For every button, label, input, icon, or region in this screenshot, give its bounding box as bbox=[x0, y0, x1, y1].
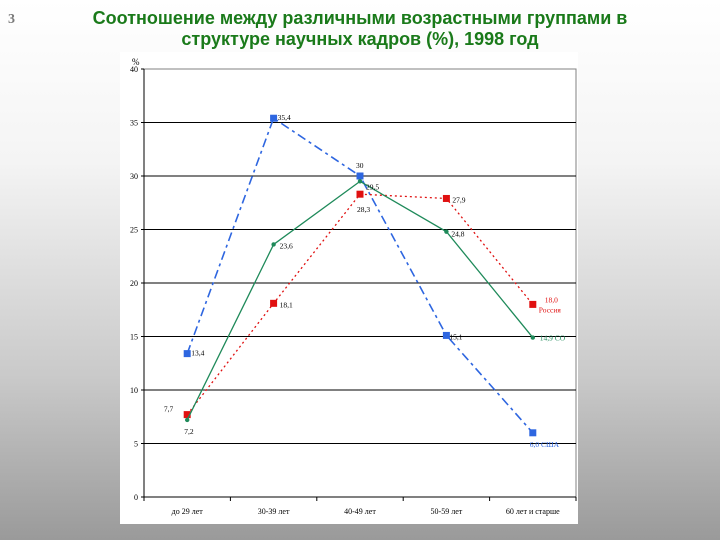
data-point bbox=[357, 179, 363, 184]
data-labels: 13,4 35,4 30 15,1 6,0 США 7,7 18,1 28,3 27,9 18,0… bbox=[164, 113, 566, 449]
data-label-line2: Россия bbox=[539, 305, 562, 314]
x-tick-label: 60 лет и старше bbox=[506, 507, 560, 516]
data-label: 15,1 bbox=[449, 332, 462, 341]
data-label: 27,9 bbox=[452, 195, 465, 204]
data-label: 23,6 bbox=[280, 241, 293, 250]
x-tick-label: 40-49 лет bbox=[344, 507, 376, 516]
data-point bbox=[444, 229, 449, 234]
chart-title: Соотношение между различными возрастными… bbox=[40, 8, 680, 50]
y-tick-label: 30 bbox=[130, 172, 138, 181]
y-tick-label: 35 bbox=[130, 119, 138, 128]
slide-number: 3 bbox=[8, 12, 15, 27]
y-tick-label: 40 bbox=[130, 65, 138, 74]
data-point bbox=[529, 300, 537, 308]
data-label: 14,9 СО bbox=[540, 334, 566, 343]
data-label: 13,4 bbox=[191, 349, 204, 358]
data-label: 18,1 bbox=[280, 300, 293, 309]
data-point bbox=[530, 335, 535, 340]
data-point bbox=[356, 190, 364, 198]
data-point bbox=[442, 194, 450, 202]
data-point bbox=[183, 350, 191, 358]
data-point bbox=[270, 114, 278, 122]
x-tick-label: 50-59 лет bbox=[431, 507, 463, 516]
data-label: 7,2 bbox=[184, 427, 194, 436]
y-tick-label: 25 bbox=[130, 226, 138, 235]
title-line-1: Соотношение между различными возрастными… bbox=[92, 8, 628, 28]
y-axis: 0 5 10 15 20 25 30 35 40% bbox=[130, 57, 145, 502]
data-label: 30 bbox=[356, 161, 364, 170]
y-tick-label: 0 bbox=[134, 493, 138, 502]
data-point bbox=[183, 411, 191, 419]
data-label: 28,3 bbox=[357, 205, 370, 214]
data-point bbox=[529, 429, 537, 437]
series-group bbox=[183, 114, 537, 437]
chart-area: 0 5 10 15 20 25 30 35 40% до 29 лет 30-39 лет 40-4… bbox=[120, 52, 578, 524]
data-label: 29,5 bbox=[366, 182, 379, 191]
x-axis: до 29 лет 30-39 лет 40-49 лет 50-59 лет 60 л… bbox=[143, 496, 577, 516]
data-label: 24,8 bbox=[451, 230, 464, 239]
data-label: 35,4 bbox=[278, 113, 291, 122]
data-point bbox=[442, 331, 450, 339]
y-axis-label: % bbox=[132, 57, 140, 67]
data-point bbox=[185, 417, 190, 423]
x-tick-label: 30-39 лет bbox=[258, 507, 290, 516]
data-point bbox=[270, 299, 278, 307]
data-label: 6,0 США bbox=[530, 440, 560, 449]
y-tick-label: 10 bbox=[130, 386, 138, 395]
x-tick-label: до 29 лет bbox=[172, 507, 204, 516]
line-chart: 0 5 10 15 20 25 30 35 40% до 29 лет 30-39 лет 40-4… bbox=[130, 57, 577, 516]
y-tick-label: 20 bbox=[130, 279, 138, 288]
title-line-2: структуре научных кадров (%), 1998 год bbox=[181, 29, 539, 49]
data-label: 18,0 bbox=[545, 295, 558, 304]
data-point bbox=[356, 172, 364, 180]
data-point bbox=[271, 242, 276, 247]
data-label: 7,7 bbox=[164, 405, 174, 414]
y-tick-label: 5 bbox=[134, 440, 138, 449]
y-tick-label: 15 bbox=[130, 333, 138, 342]
